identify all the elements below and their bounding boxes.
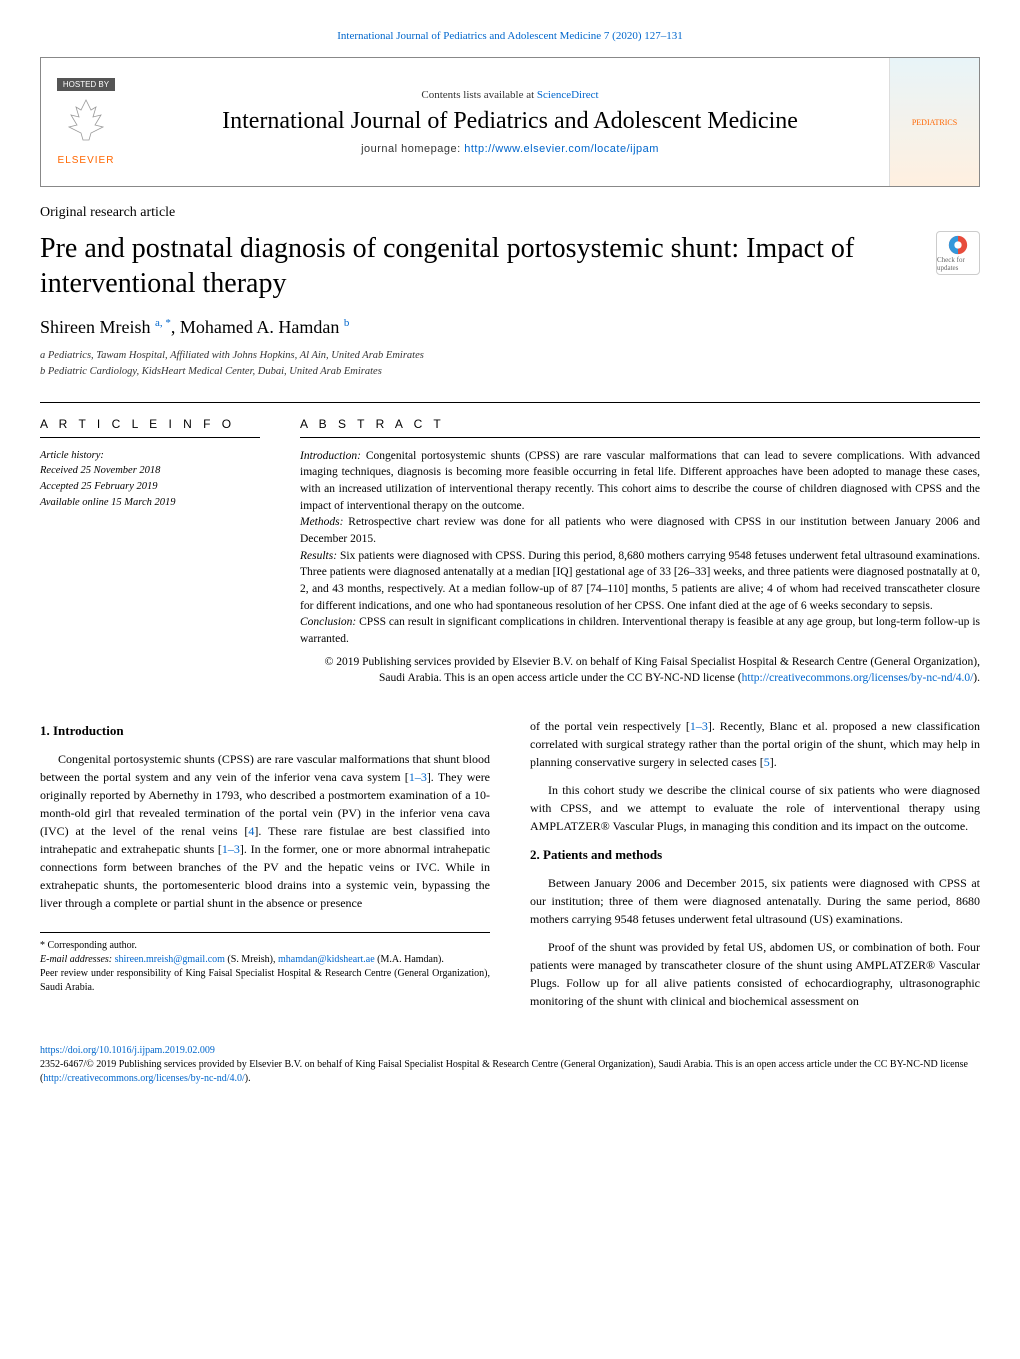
abstract-intro: Congenital portosystemic shunts (CPSS) a… <box>300 450 980 512</box>
article-info-block: A R T I C L E I N F O Article history: R… <box>40 417 260 687</box>
contents-prefix: Contents lists available at <box>421 89 536 101</box>
body-columns: 1. Introduction Congenital portosystemic… <box>40 717 980 1021</box>
abstract-results: Six patients were diagnosed with CPSS. D… <box>300 550 980 612</box>
publisher-name: ELSEVIER <box>58 155 115 166</box>
corresponding-author: * Corresponding author. <box>40 939 490 953</box>
affiliations: a Pediatrics, Tawam Hospital, Affiliated… <box>40 348 980 380</box>
email-name-1: (S. Mreish), <box>225 954 278 965</box>
affiliation-a: a Pediatrics, Tawam Hospital, Affiliated… <box>40 348 980 364</box>
history-label: Article history: <box>40 448 260 464</box>
affiliation-b: b Pediatric Cardiology, KidsHeart Medica… <box>40 364 980 380</box>
copyright-line: © 2019 Publishing services provided by E… <box>300 654 980 687</box>
abstract-intro-label: Introduction: <box>300 450 361 462</box>
article-history: Article history: Received 25 November 20… <box>40 448 260 511</box>
history-accepted: Accepted 25 February 2019 <box>40 479 260 495</box>
doi-link[interactable]: https://doi.org/10.1016/j.ijpam.2019.02.… <box>40 1045 215 1056</box>
email-addresses: E-mail addresses: shireen.mreish@gmail.c… <box>40 953 490 967</box>
sciencedirect-link[interactable]: ScienceDirect <box>537 89 599 101</box>
history-received: Received 25 November 2018 <box>40 463 260 479</box>
contents-available-line: Contents lists available at ScienceDirec… <box>421 89 598 101</box>
abstract-methods-label: Methods: <box>300 516 343 528</box>
publisher-logo-block: HOSTED BY ELSEVIER <box>41 58 131 186</box>
history-online: Available online 15 March 2019 <box>40 495 260 511</box>
intro-paragraph-2: of the portal vein respectively [1–3]. R… <box>530 717 980 771</box>
footer-license-link[interactable]: http://creativecommons.org/licenses/by-n… <box>43 1073 244 1084</box>
license-link[interactable]: http://creativecommons.org/licenses/by-n… <box>742 672 974 684</box>
abstract-conclusion: CPSS can result in significant complicat… <box>300 616 980 645</box>
right-column: of the portal vein respectively [1–3]. R… <box>530 717 980 1021</box>
check-updates-label: Check for updates <box>937 256 979 272</box>
abstract-conclusion-label: Conclusion: <box>300 616 356 628</box>
intro-paragraph-3: In this cohort study we describe the cli… <box>530 781 980 835</box>
methods-heading: 2. Patients and methods <box>530 845 980 865</box>
elsevier-tree-icon <box>61 95 111 155</box>
methods-paragraph-1: Between January 2006 and December 2015, … <box>530 874 980 928</box>
intro-paragraph-1: Congenital portosystemic shunts (CPSS) a… <box>40 750 490 912</box>
abstract-block: A B S T R A C T Introduction: Congenital… <box>300 417 980 687</box>
intro-heading: 1. Introduction <box>40 721 490 741</box>
article-type: Original research article <box>40 205 980 221</box>
footnotes: * Corresponding author. E-mail addresses… <box>40 932 490 995</box>
footer: https://doi.org/10.1016/j.ijpam.2019.02.… <box>40 1044 980 1086</box>
emails-label: E-mail addresses: <box>40 954 115 965</box>
header-center: Contents lists available at ScienceDirec… <box>131 58 889 186</box>
license-suffix: ). <box>973 672 980 684</box>
footer-suffix: ). <box>245 1073 251 1084</box>
abstract-body: Introduction: Congenital portosystemic s… <box>300 448 980 648</box>
left-column: 1. Introduction Congenital portosystemic… <box>40 717 490 1021</box>
journal-homepage-line: journal homepage: http://www.elsevier.co… <box>361 143 659 155</box>
journal-cover-thumbnail: PEDIATRICS <box>889 58 979 186</box>
methods-paragraph-2: Proof of the shunt was provided by fetal… <box>530 938 980 1010</box>
journal-title: International Journal of Pediatrics and … <box>222 107 798 136</box>
abstract-methods: Retrospective chart review was done for … <box>300 516 980 545</box>
top-citation: International Journal of Pediatrics and … <box>40 30 980 42</box>
email-name-2: (M.A. Hamdan). <box>375 954 444 965</box>
article-info-heading: A R T I C L E I N F O <box>40 417 260 438</box>
crossmark-icon <box>947 234 969 256</box>
peer-review-note: Peer review under responsibility of King… <box>40 967 490 995</box>
authors: Shireen Mreish a, *, Mohamed A. Hamdan b <box>40 317 980 338</box>
check-updates-badge[interactable]: Check for updates <box>936 231 980 275</box>
homepage-link[interactable]: http://www.elsevier.com/locate/ijpam <box>464 143 659 155</box>
email-link-2[interactable]: mhamdan@kidsheart.ae <box>278 954 375 965</box>
hosted-by-badge: HOSTED BY <box>57 78 115 91</box>
homepage-prefix: journal homepage: <box>361 143 464 155</box>
abstract-results-label: Results: <box>300 550 337 562</box>
abstract-heading: A B S T R A C T <box>300 417 980 438</box>
article-title: Pre and postnatal diagnosis of congenita… <box>40 231 924 301</box>
email-link-1[interactable]: shireen.mreish@gmail.com <box>115 954 225 965</box>
journal-header: HOSTED BY ELSEVIER Contents lists availa… <box>40 57 980 187</box>
